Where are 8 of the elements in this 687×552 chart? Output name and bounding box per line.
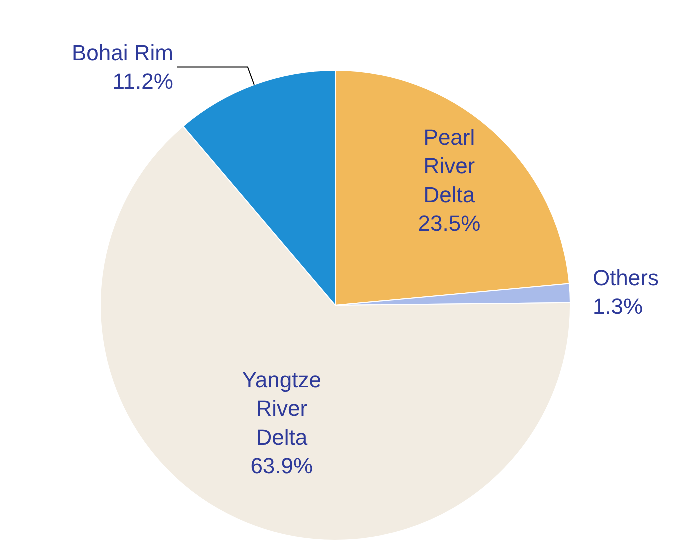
slice-label: Bohai Rim [72, 40, 174, 66]
data-label: 23.5% [418, 211, 481, 236]
data-label: 11.2% [112, 69, 174, 94]
slice-label: Pearl River Delta [424, 124, 476, 208]
data-label: 63.9% [250, 454, 314, 479]
slice-label: Others [592, 265, 659, 290]
data-label: 1.3% [592, 294, 644, 320]
slice-label: Yangtze River Delta [242, 367, 322, 450]
